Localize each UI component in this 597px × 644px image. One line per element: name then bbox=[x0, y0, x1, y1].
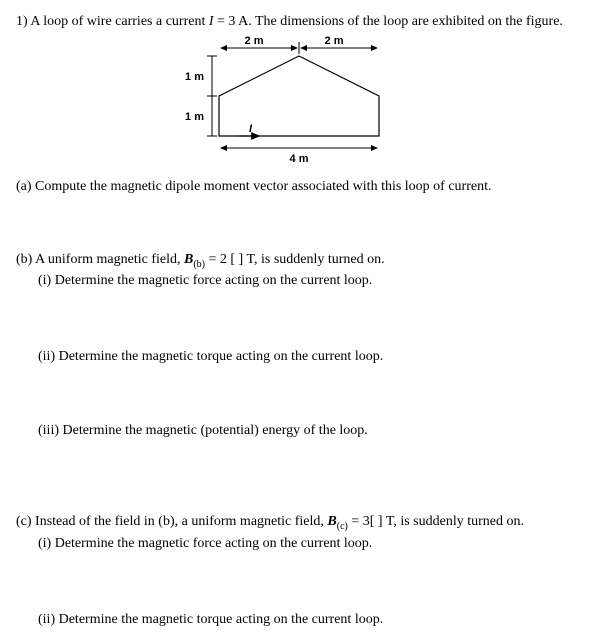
part-b-Bsub: (b) bbox=[193, 258, 205, 269]
part-c-ii-label: (ii) bbox=[38, 612, 55, 627]
current-equation: = 3 A. bbox=[214, 14, 255, 29]
part-a-label: (a) bbox=[16, 179, 32, 194]
problem-statement: 1) A loop of wire carries a current I = … bbox=[16, 12, 581, 32]
wire-loop bbox=[219, 56, 379, 136]
part-a-text: Compute the magnetic dipole moment vecto… bbox=[35, 179, 491, 194]
intro-text-b: The dimensions of the loop are exhibited… bbox=[255, 14, 563, 29]
part-c-ii: (ii) Determine the magnetic torque actin… bbox=[38, 612, 581, 628]
part-c-intro-a: Instead of the field in (b), a uniform m… bbox=[35, 514, 327, 529]
part-c-ii-text: Determine the magnetic torque acting on … bbox=[59, 612, 384, 627]
part-b-iii: (iii) Determine the magnetic (potential)… bbox=[38, 423, 581, 439]
problem-number: 1) bbox=[16, 14, 28, 29]
part-b-ii: (ii) Determine the magnetic torque actin… bbox=[38, 349, 581, 365]
part-b-Bvar: B bbox=[184, 252, 193, 267]
part-b-ii-label: (ii) bbox=[38, 349, 55, 364]
label-left-lower: 1 m bbox=[185, 111, 204, 123]
part-c-Bvar: B bbox=[327, 514, 336, 529]
part-c-i: (i) Determine the magnetic force acting … bbox=[38, 536, 581, 552]
loop-figure: 2 m 2 m 1 m 1 m 4 m I bbox=[159, 36, 439, 171]
label-left-upper: 1 m bbox=[185, 71, 204, 83]
part-c-i-text: Determine the magnetic force acting on t… bbox=[55, 536, 373, 551]
label-bottom: 4 m bbox=[289, 153, 308, 165]
part-b-i-text: Determine the magnetic force acting on t… bbox=[55, 273, 373, 288]
part-a: (a) Compute the magnetic dipole moment v… bbox=[16, 179, 581, 195]
part-c: (c) Instead of the field in (b), a unifo… bbox=[16, 514, 581, 552]
part-b-ii-text: Determine the magnetic torque acting on … bbox=[59, 349, 384, 364]
loop-diagram-svg: 2 m 2 m 1 m 1 m 4 m I bbox=[159, 36, 439, 166]
part-b-iii-label: (iii) bbox=[38, 423, 59, 438]
part-b-i-label: (i) bbox=[38, 273, 51, 288]
label-top-left: 2 m bbox=[244, 36, 263, 47]
part-c-i-label: (i) bbox=[38, 536, 51, 551]
part-c-Bsub: (c) bbox=[337, 521, 348, 532]
figure-container: 2 m 2 m 1 m 1 m 4 m I bbox=[16, 36, 581, 171]
intro-text-a: A loop of wire carries a current bbox=[30, 14, 208, 29]
part-b: (b) A uniform magnetic field, B(b) = 2 [… bbox=[16, 252, 581, 290]
part-c-intro-b: = 3[ ] T, is suddenly turned on. bbox=[348, 514, 524, 529]
current-label: I bbox=[249, 123, 253, 135]
label-top-right: 2 m bbox=[324, 36, 343, 47]
part-b-i: (i) Determine the magnetic force acting … bbox=[38, 273, 581, 289]
part-c-label: (c) bbox=[16, 514, 32, 529]
part-b-label: (b) bbox=[16, 252, 32, 267]
part-b-iii-text: Determine the magnetic (potential) energ… bbox=[63, 423, 368, 438]
part-b-intro-b: = 2 [ ] T, is suddenly turned on. bbox=[205, 252, 385, 267]
part-b-intro-a: A uniform magnetic field, bbox=[35, 252, 184, 267]
